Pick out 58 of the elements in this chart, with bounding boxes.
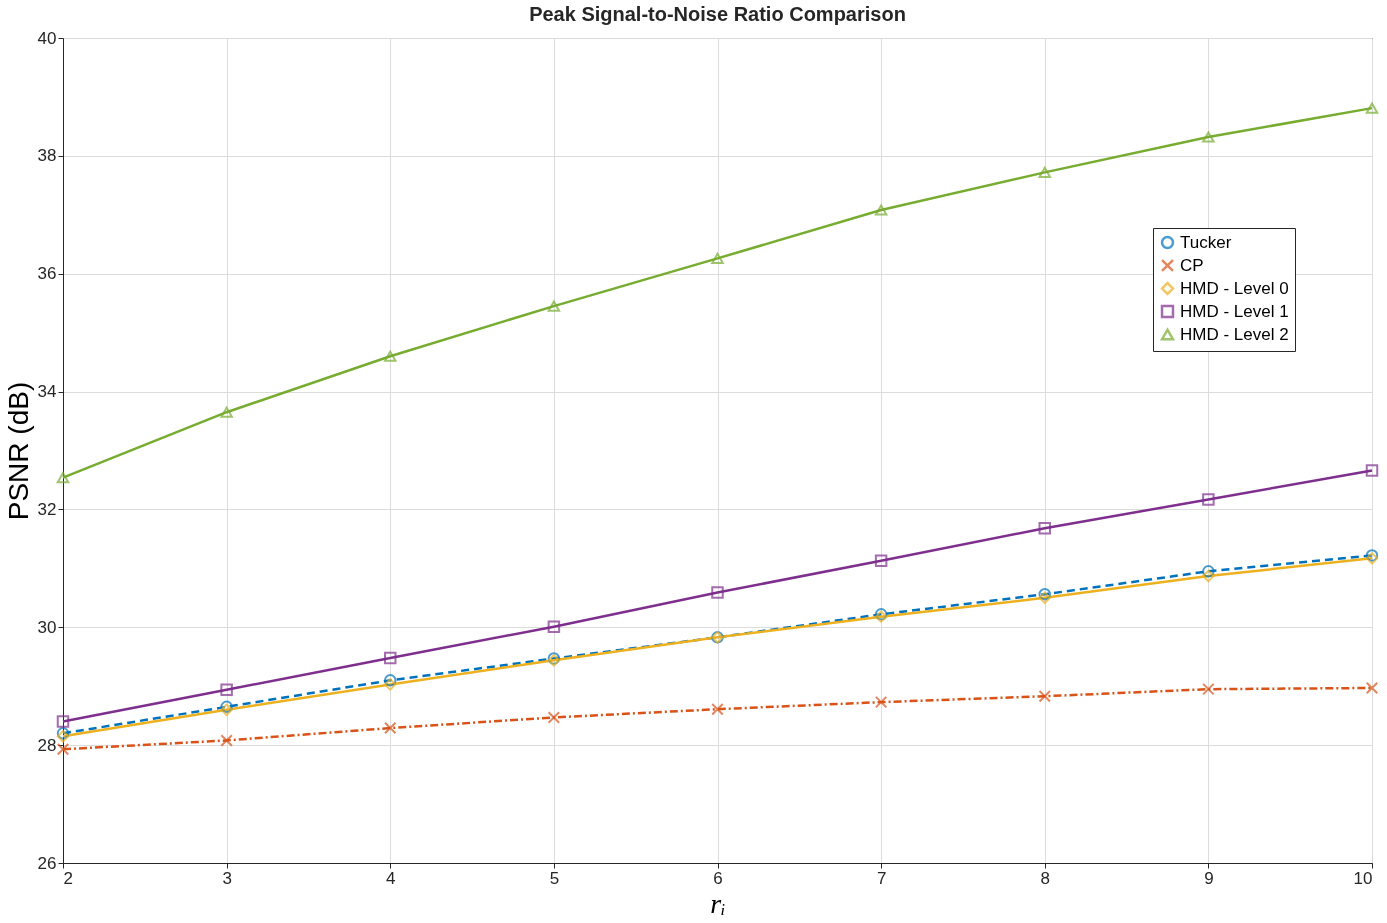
legend-label: CP xyxy=(1180,255,1204,275)
point xyxy=(220,734,233,747)
y-tick-label: 34 xyxy=(37,382,57,402)
legend-label: HMD - Level 1 xyxy=(1180,301,1289,321)
x-tick-label: 8 xyxy=(1040,868,1050,888)
x-tick-label: 6 xyxy=(713,868,723,888)
point xyxy=(1202,131,1215,143)
y-axis-title: PSNR (dB) xyxy=(2,381,34,521)
x-tick-label: 2 xyxy=(63,868,73,888)
point xyxy=(220,406,233,418)
point xyxy=(384,651,397,665)
point xyxy=(1202,682,1215,696)
y-tick-label: 36 xyxy=(37,264,57,284)
legend-label: HMD - Level 2 xyxy=(1180,324,1289,344)
point xyxy=(56,715,70,728)
x-tick-label: 5 xyxy=(549,868,560,888)
point xyxy=(711,586,724,599)
point xyxy=(1202,493,1215,506)
point xyxy=(384,721,397,735)
x-tick-label: 9 xyxy=(1204,868,1214,888)
point xyxy=(384,678,397,691)
y-tick-label: 38 xyxy=(37,146,57,166)
chart-title: Peak Signal-to-Noise Ratio Comparison xyxy=(529,3,906,25)
point xyxy=(1365,464,1379,477)
y-tick-label: 26 xyxy=(37,853,57,873)
y-tick-label: 30 xyxy=(37,617,57,637)
legend-label: HMD - Level 0 xyxy=(1180,278,1289,298)
x-tick-label: 7 xyxy=(876,868,887,888)
legend-label: Tucker xyxy=(1180,232,1232,252)
x-tick-label: 10 xyxy=(1353,868,1373,888)
point xyxy=(220,683,233,696)
point xyxy=(1365,681,1379,695)
point xyxy=(384,350,397,362)
point xyxy=(56,743,70,756)
y-tick-label: 28 xyxy=(37,735,57,755)
point xyxy=(1038,522,1051,535)
point xyxy=(1038,588,1051,601)
x-axis-title: rᵢ xyxy=(710,887,726,919)
point xyxy=(711,702,724,716)
point xyxy=(384,674,397,687)
point xyxy=(1038,166,1051,178)
y-tick-label: 40 xyxy=(37,28,57,48)
point xyxy=(1365,102,1379,114)
point xyxy=(874,204,888,216)
point xyxy=(1038,591,1051,605)
point xyxy=(1038,689,1051,703)
point xyxy=(547,300,561,312)
point xyxy=(874,695,888,709)
point xyxy=(874,554,888,567)
point xyxy=(1202,569,1215,583)
point xyxy=(1202,565,1215,578)
point xyxy=(711,252,724,264)
point xyxy=(56,472,70,484)
x-tick-label: 4 xyxy=(386,868,396,888)
point xyxy=(547,711,561,724)
y-tick-label: 32 xyxy=(37,499,57,519)
point xyxy=(547,620,561,633)
x-tick-label: 3 xyxy=(222,868,232,888)
